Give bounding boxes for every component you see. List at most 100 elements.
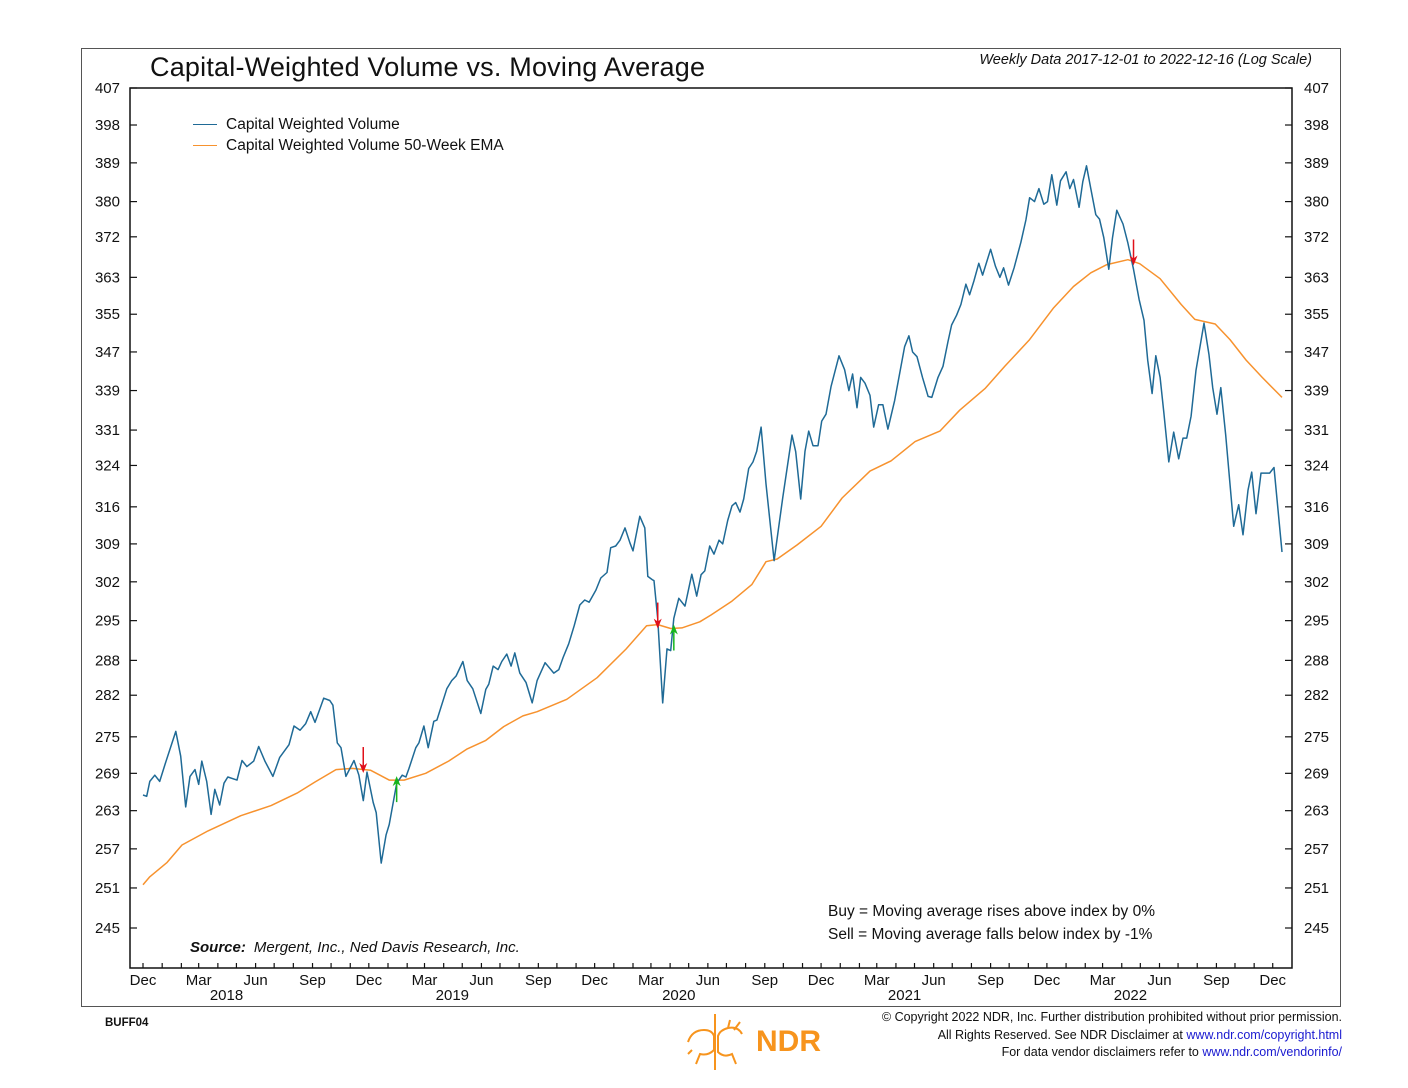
copyright-link[interactable]: www.ndr.com/copyright.html xyxy=(1186,1027,1342,1042)
x-tick-label: Mar xyxy=(1090,972,1116,989)
x-tick-label: Dec xyxy=(1034,972,1061,989)
x-year-label: 2021 xyxy=(888,987,921,1004)
y-tick-label-right: 363 xyxy=(1304,269,1329,286)
logo-text: NDR xyxy=(756,1025,821,1058)
y-tick-label-right: 316 xyxy=(1304,499,1329,516)
vendor-text: For data vendor disclaimers refer to xyxy=(1001,1045,1203,1059)
y-tick-label-right: 355 xyxy=(1304,306,1329,323)
y-tick-label-left: 316 xyxy=(95,499,120,516)
y-tick-label-left: 398 xyxy=(95,117,120,134)
x-tick-label: Sep xyxy=(525,972,552,989)
y-tick-label-left: 372 xyxy=(95,229,120,246)
x-tick-label: Mar xyxy=(186,972,212,989)
y-tick-label-left: 257 xyxy=(95,841,120,858)
x-tick-label: Jun xyxy=(244,972,268,989)
x-tick-label: Jun xyxy=(922,972,946,989)
y-tick-label-right: 389 xyxy=(1304,155,1329,172)
disclaimer-text: All Rights Reserved. See NDR Disclaimer … xyxy=(937,1027,1187,1042)
source-label: Source: xyxy=(190,939,246,956)
vendor-link[interactable]: www.ndr.com/vendorinfo/ xyxy=(1202,1045,1342,1059)
x-year-label: 2018 xyxy=(210,987,243,1004)
sell-signal-arrow-icon xyxy=(1129,255,1138,266)
legend-swatch-volume xyxy=(193,124,217,125)
ndr-logo: NDR xyxy=(682,1012,821,1072)
y-tick-label-right: 245 xyxy=(1304,920,1329,937)
y-tick-label-left: 331 xyxy=(95,422,120,439)
y-tick-label-right: 282 xyxy=(1304,687,1329,704)
chart-subtitle: Weekly Data 2017-12-01 to 2022-12-16 (Lo… xyxy=(979,52,1312,68)
y-tick-label-left: 355 xyxy=(95,306,120,323)
y-tick-label-left: 347 xyxy=(95,344,120,361)
x-tick-label: Sep xyxy=(1203,972,1230,989)
y-tick-label-right: 302 xyxy=(1304,574,1329,591)
y-tick-label-right: 269 xyxy=(1304,765,1329,782)
x-tick-label: Dec xyxy=(355,972,382,989)
x-tick-label: Sep xyxy=(299,972,326,989)
y-tick-label-left: 407 xyxy=(95,80,120,97)
series-line-volume xyxy=(142,165,1283,864)
legend-swatch-ema xyxy=(193,145,217,146)
y-tick-label-left: 251 xyxy=(95,880,120,897)
x-tick-label: Jun xyxy=(1147,972,1171,989)
disclaimer-line: All Rights Reserved. See NDR Disclaimer … xyxy=(882,1027,1342,1045)
x-tick-label: Sep xyxy=(751,972,778,989)
y-tick-label-left: 282 xyxy=(95,687,120,704)
source-text: Mergent, Inc., Ned Davis Research, Inc. xyxy=(253,939,520,956)
buy-signal-arrow-icon xyxy=(392,776,401,787)
legend-item-volume: Capital Weighted Volume xyxy=(193,114,504,135)
x-year-label: 2022 xyxy=(1114,987,1147,1004)
y-tick-label-left: 389 xyxy=(95,155,120,172)
x-tick-label: Mar xyxy=(864,972,890,989)
y-tick-label-right: 257 xyxy=(1304,841,1329,858)
x-tick-label: Jun xyxy=(696,972,720,989)
y-tick-label-right: 380 xyxy=(1304,194,1329,211)
y-tick-label-left: 288 xyxy=(95,652,120,669)
copyright-notice: © Copyright 2022 NDR, Inc. Further distr… xyxy=(882,1009,1342,1062)
y-tick-label-right: 251 xyxy=(1304,880,1329,897)
series-line-ema xyxy=(142,258,1283,886)
buy-signal-arrow-icon xyxy=(669,624,678,635)
y-tick-label-right: 288 xyxy=(1304,652,1329,669)
y-tick-label-right: 275 xyxy=(1304,729,1329,746)
y-tick-label-left: 324 xyxy=(95,457,120,474)
y-tick-label-left: 263 xyxy=(95,803,120,820)
bull-bear-icon xyxy=(687,1014,743,1070)
x-tick-label: Dec xyxy=(130,972,157,989)
y-tick-label-right: 339 xyxy=(1304,383,1329,400)
sell-signal-arrow-icon xyxy=(653,618,662,629)
y-tick-label-left: 275 xyxy=(95,729,120,746)
x-tick-label: Dec xyxy=(581,972,608,989)
legend-label-ema: Capital Weighted Volume 50-Week EMA xyxy=(226,136,504,154)
y-tick-label-left: 309 xyxy=(95,536,120,553)
vendor-line: For data vendor disclaimers refer to www… xyxy=(882,1044,1342,1062)
y-tick-label-right: 309 xyxy=(1304,536,1329,553)
y-tick-label-right: 331 xyxy=(1304,422,1329,439)
chart-code: BUFF04 xyxy=(105,1017,149,1029)
x-tick-label: Jun xyxy=(469,972,493,989)
y-tick-label-left: 302 xyxy=(95,574,120,591)
plot-area-border xyxy=(129,87,1293,969)
x-tick-label: Dec xyxy=(808,972,835,989)
y-tick-label-left: 245 xyxy=(95,920,120,937)
y-tick-label-right: 407 xyxy=(1304,80,1329,97)
y-tick-label-left: 269 xyxy=(95,765,120,782)
x-tick-label: Sep xyxy=(977,972,1004,989)
legend: Capital Weighted Volume Capital Weighted… xyxy=(193,114,504,156)
y-tick-label-left: 295 xyxy=(95,613,120,630)
x-tick-label: Dec xyxy=(1259,972,1286,989)
chart-frame xyxy=(81,48,1341,1007)
y-tick-label-right: 372 xyxy=(1304,229,1329,246)
sell-signal-arrow-icon xyxy=(359,763,368,774)
y-tick-label-right: 347 xyxy=(1304,344,1329,361)
y-tick-label-right: 324 xyxy=(1304,457,1329,474)
legend-item-ema: Capital Weighted Volume 50-Week EMA xyxy=(193,135,504,156)
source-note: Source: Mergent, Inc., Ned Davis Research… xyxy=(190,939,520,956)
x-year-label: 2019 xyxy=(436,987,469,1004)
chart-title: Capital-Weighted Volume vs. Moving Avera… xyxy=(150,52,706,82)
y-tick-label-right: 398 xyxy=(1304,117,1329,134)
buy-rule: Buy = Moving average rises above index b… xyxy=(828,903,1155,920)
y-tick-label-left: 339 xyxy=(95,383,120,400)
x-tick-label: Mar xyxy=(412,972,438,989)
